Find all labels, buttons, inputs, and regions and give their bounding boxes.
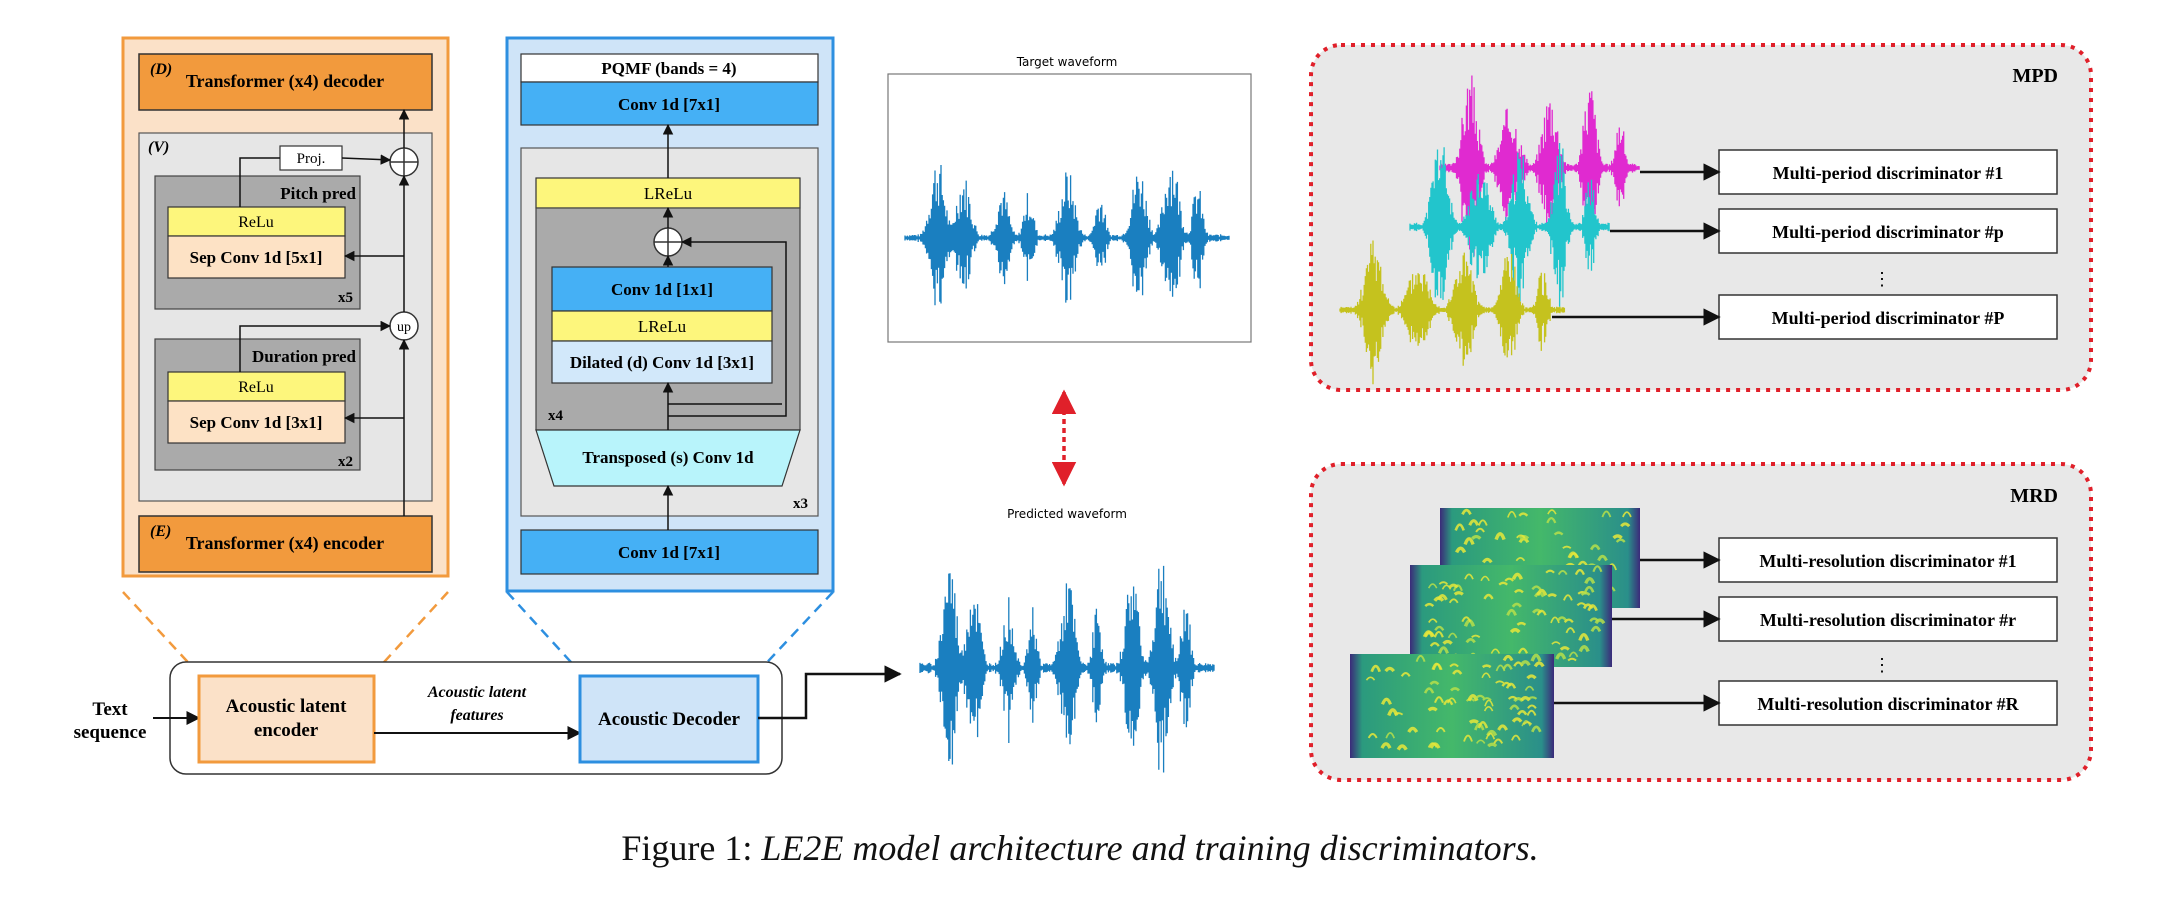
caption-text: LE2E model architecture and training dis… <box>761 828 1539 868</box>
target-waveform <box>904 165 1230 306</box>
conv-top-label: Conv 1d [7x1] <box>618 95 720 114</box>
period-waveforms <box>1339 75 1640 385</box>
outer-repeat: x3 <box>793 496 808 512</box>
duration-conv-label: Sep Conv 1d [3x1] <box>190 413 323 432</box>
transformer-decoder-box <box>138 53 433 111</box>
decoder-connectors <box>662 123 787 530</box>
inner-repeat: x4 <box>548 408 564 424</box>
dilated-conv-label: Dilated (d) Conv 1d [3x1] <box>570 353 754 372</box>
lrelu-inner-label: LReLu <box>638 317 687 336</box>
input-label-line1: Text <box>92 699 128 720</box>
acoustic-decoder-label: Acoustic Decoder <box>598 709 740 730</box>
mpd-item-1-box <box>1718 149 2058 195</box>
mpd-title: MPD <box>2012 65 2058 87</box>
up-label: up <box>397 320 411 335</box>
variance-tag: (V) <box>148 139 169 156</box>
mrd-item-R-label: Multi-resolution discriminator #R <box>1757 694 2019 714</box>
transformer-encoder-box <box>138 515 433 573</box>
acoustic-encoder-line2: encoder <box>254 720 319 741</box>
figure-caption: Figure 1: LE2E model architecture and tr… <box>0 827 2160 869</box>
mpd-ellipsis: ⋮ <box>1873 269 1891 289</box>
mpd-item-p-label: Multi-period discriminator #p <box>1772 222 2004 242</box>
main-pipeline: Text sequence Acoustic latent encoder Ac… <box>74 661 902 775</box>
spectrograms <box>1350 508 1640 758</box>
duration-repeat: x2 <box>338 454 353 470</box>
conv-bottom-box <box>520 529 819 575</box>
pitch-repeat: x5 <box>338 290 353 306</box>
lrelu-top-box <box>535 177 801 209</box>
pqmf-label: PQMF (bands = 4) <box>601 59 736 78</box>
conv-bottom-label: Conv 1d [7x1] <box>618 543 720 562</box>
transposed-conv-label: Transposed (s) Conv 1d <box>582 448 754 467</box>
encoder-connectors <box>239 108 410 516</box>
duration-title: Duration pred <box>252 347 357 366</box>
mpd-panel: MPD Multi-period discriminator #1 Multi-… <box>1309 43 2093 392</box>
duration-relu-label: ReLu <box>238 379 274 396</box>
lrelu-top-label: LReLu <box>644 184 693 203</box>
mrd-panel: MRD Multi-resolution discriminator #1 Mu… <box>1309 462 2093 782</box>
features-line2: features <box>450 707 503 724</box>
zoom-guides <box>122 591 834 673</box>
mrd-item-r-box <box>1718 596 2058 642</box>
encoder-detail-panel: (D) Transformer (x4) decoder (V) Proj. P… <box>121 36 450 578</box>
conv1x1-box <box>551 266 773 312</box>
acoustic-decoder-box <box>578 674 760 764</box>
mpd-item-1-label: Multi-period discriminator #1 <box>1773 163 2004 183</box>
pitch-title: Pitch pred <box>280 184 356 203</box>
pqmf-box <box>520 53 819 83</box>
transformer-decoder-label: Transformer (x4) decoder <box>186 71 384 92</box>
target-waveform-plot: Target waveform <box>887 55 1252 343</box>
acoustic-encoder-line1: Acoustic latent <box>226 696 348 717</box>
predicted-waveform-plot: Predicted waveform <box>919 507 1215 773</box>
mrd-item-1-label: Multi-resolution discriminator #1 <box>1759 551 2016 571</box>
dilated-conv-box <box>551 340 773 384</box>
transposed-conv-box <box>535 429 801 487</box>
mrd-title: MRD <box>2010 485 2058 507</box>
mrd-ellipsis: ⋮ <box>1873 655 1891 675</box>
features-line1: Acoustic latent <box>427 684 527 701</box>
conv1x1-label: Conv 1d [1x1] <box>611 280 713 299</box>
caption-prefix: Figure 1: <box>621 828 762 868</box>
input-label-line2: sequence <box>74 722 147 743</box>
pitch-conv-box <box>167 235 346 279</box>
pitch-relu-box <box>167 206 346 237</box>
target-waveform-title: Target waveform <box>1016 55 1118 69</box>
proj-label: Proj. <box>297 151 326 167</box>
encoder-tag: (E) <box>150 523 171 540</box>
predicted-waveform <box>919 565 1215 773</box>
transformer-encoder-label: Transformer (x4) encoder <box>186 533 384 554</box>
mpd-item-p-box <box>1718 208 2058 254</box>
acoustic-latent-encoder-box <box>197 674 376 764</box>
mrd-item-1-box <box>1718 537 2058 583</box>
spectrogram-3 <box>1350 654 1554 758</box>
mpd-item-P-box <box>1718 294 2058 340</box>
conv-top-box <box>520 81 819 126</box>
decoder-detail-panel: PQMF (bands = 4) Conv 1d [7x1] LReLu Con… <box>505 36 835 593</box>
predicted-waveform-title: Predicted waveform <box>1007 507 1127 521</box>
mrd-item-r-label: Multi-resolution discriminator #r <box>1760 610 2016 630</box>
mpd-item-P-label: Multi-period discriminator #P <box>1772 308 2005 328</box>
pitch-relu-label: ReLu <box>238 214 274 231</box>
pitch-conv-label: Sep Conv 1d [5x1] <box>190 248 323 267</box>
decoder-tag: (D) <box>150 61 172 78</box>
